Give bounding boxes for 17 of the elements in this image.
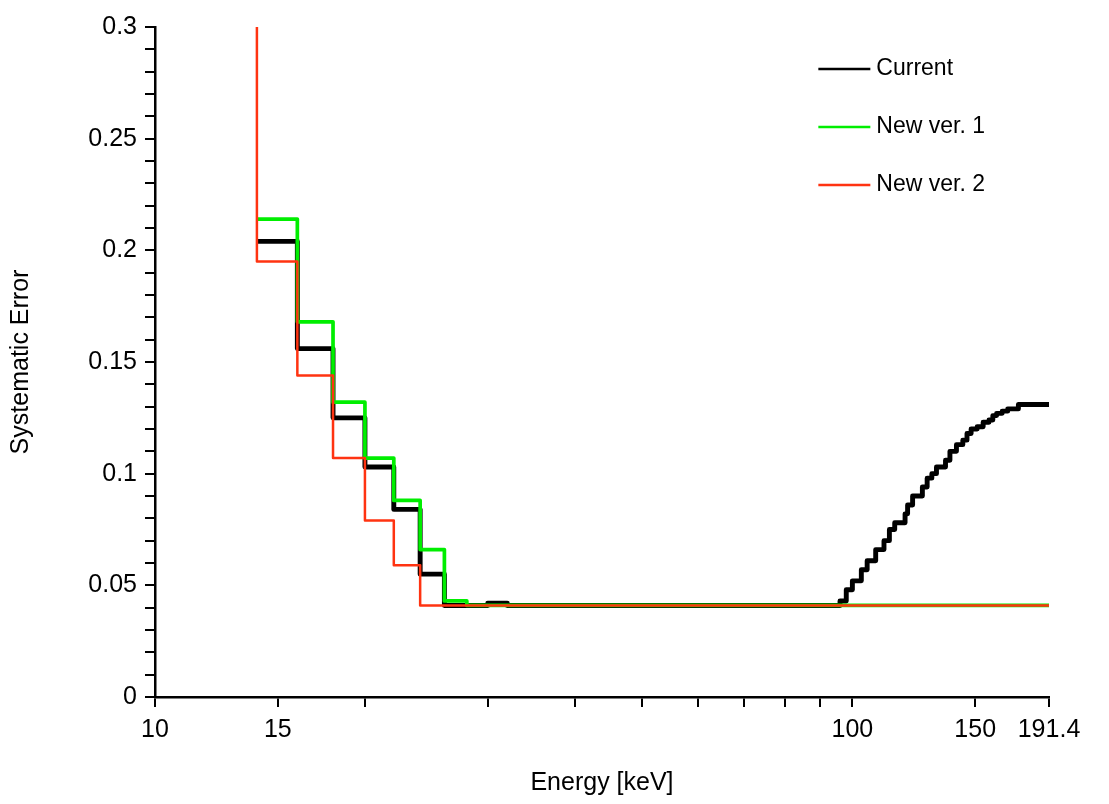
x-tick-label: 100 <box>831 713 874 742</box>
y-tick-label: 0.25 <box>88 122 137 151</box>
y-tick-label: 0.3 <box>102 10 137 39</box>
x-tick-label: 150 <box>954 713 997 742</box>
y-tick-label: 0.05 <box>88 569 137 598</box>
x-tick-label: 10 <box>141 713 169 742</box>
y-tick-label: 0.1 <box>102 457 137 486</box>
y-axis-title: Systematic Error <box>4 269 33 455</box>
x-tick-label: 191.4 <box>1017 713 1081 742</box>
x-axis-title: Energy [keV] <box>530 766 674 795</box>
x-tick-label: 15 <box>263 713 292 742</box>
legend-label: New ver. 1 <box>876 112 985 139</box>
y-tick-label: 0 <box>123 680 137 709</box>
legend-label: Current <box>876 54 954 81</box>
y-tick-label: 0.2 <box>102 234 137 263</box>
legend-label: New ver. 2 <box>876 170 985 197</box>
y-tick-label: 0.15 <box>88 345 137 374</box>
